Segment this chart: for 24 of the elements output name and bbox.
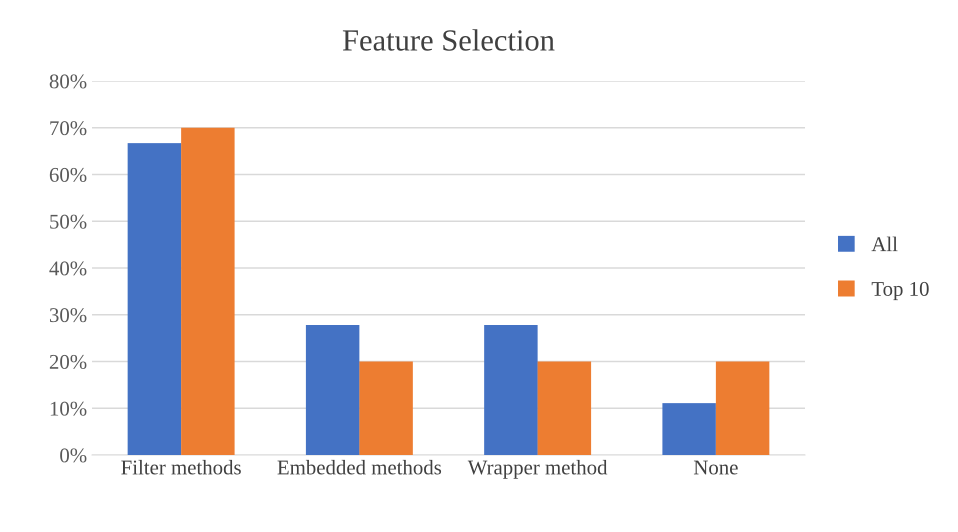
legend-label: All xyxy=(872,236,898,252)
bar xyxy=(538,362,592,455)
x-tick-label: Wrapper method xyxy=(468,460,608,479)
y-tick-label: 10% xyxy=(50,402,86,416)
bar xyxy=(662,403,716,455)
y-tick-label: 60% xyxy=(50,168,86,182)
y-tick-label: 80% xyxy=(50,74,86,88)
bar xyxy=(128,143,182,455)
chart-title: Feature Selection xyxy=(342,29,555,51)
y-tick-label: 40% xyxy=(49,261,86,276)
bar xyxy=(359,362,413,455)
y-tick-label: 50% xyxy=(50,214,86,229)
bar xyxy=(716,362,770,455)
y-tick-label: 0% xyxy=(60,448,86,462)
y-tick-label: 20% xyxy=(50,354,86,369)
legend-label: Top 10 xyxy=(872,282,929,300)
bar xyxy=(306,325,360,455)
x-tick-label: Filter methods xyxy=(121,460,241,475)
x-tick-label: Embedded methods xyxy=(278,460,442,475)
x-tick-label: None xyxy=(694,460,738,475)
y-tick-label: 70% xyxy=(50,121,86,136)
bar xyxy=(181,128,235,455)
bar xyxy=(484,325,538,455)
y-tick-label: 30% xyxy=(50,308,86,322)
